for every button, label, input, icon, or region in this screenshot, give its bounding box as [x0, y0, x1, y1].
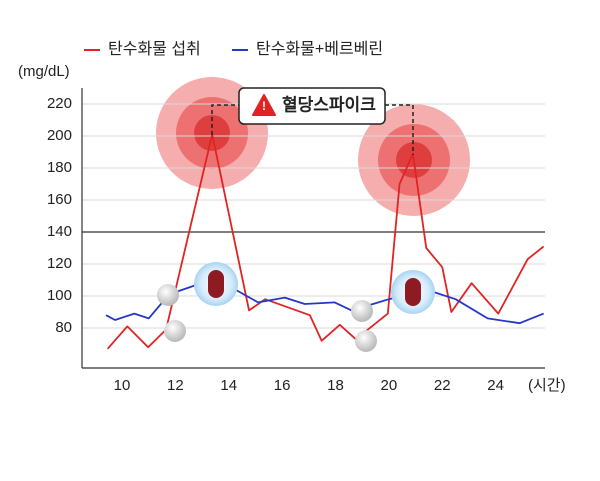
y-tick-label: 180: [47, 159, 72, 176]
x-tick-label: 18: [327, 377, 344, 394]
x-tick-label: 24: [487, 377, 504, 394]
x-axis-label: (시간): [528, 377, 566, 394]
icons: [157, 262, 435, 352]
x-tick-label: 12: [167, 377, 184, 394]
plot: 80 100 120 140 160 180 200 220 10 12 14 16 18 20 22 24: [47, 88, 545, 394]
x-tick-label: 14: [220, 377, 237, 394]
y-tick-label: 160: [47, 191, 72, 208]
y-tick-label: 80: [55, 319, 72, 336]
y-tick-label: 200: [47, 127, 72, 144]
y-tick-label: 120: [47, 255, 72, 272]
annotation: 혈당스파이크: [282, 94, 376, 114]
legend-label: 탄수화물+베르베린: [256, 40, 383, 58]
x-tick-label: 22: [434, 377, 451, 394]
series-line: [105, 277, 544, 325]
y-tick-label: 100: [47, 287, 72, 304]
x-tick-label: 20: [381, 377, 398, 394]
legend-label: 탄수화물 섭취: [108, 40, 201, 58]
x-tick-label: 16: [274, 377, 291, 394]
svg-text:!: !: [262, 99, 266, 113]
y-tick-label: 220: [47, 95, 72, 112]
y-axis-label: (mg/dL): [18, 63, 70, 80]
x-tick-label: 10: [114, 377, 131, 394]
y-tick-label: 140: [47, 223, 72, 240]
callout: ! 혈당스파이크: [211, 87, 414, 155]
